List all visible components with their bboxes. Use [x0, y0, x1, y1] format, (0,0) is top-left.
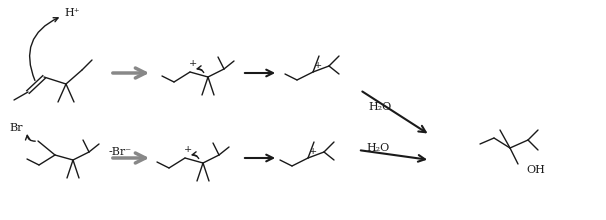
Text: H⁺: H⁺: [64, 8, 80, 18]
Text: OH: OH: [526, 165, 545, 175]
Text: +: +: [189, 59, 197, 68]
Text: +: +: [184, 145, 192, 154]
Text: H₂O: H₂O: [368, 102, 391, 112]
Text: +: +: [309, 147, 317, 156]
Text: -Br⁻: -Br⁻: [108, 147, 132, 157]
Text: Br: Br: [10, 123, 23, 133]
Text: +: +: [314, 62, 322, 70]
Text: H₂O: H₂O: [367, 143, 390, 153]
